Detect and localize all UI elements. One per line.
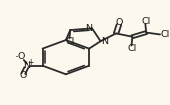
Text: Cl: Cl <box>160 30 169 39</box>
Text: ·: · <box>14 51 19 64</box>
Text: O: O <box>116 18 123 27</box>
Text: O: O <box>19 71 27 80</box>
Text: Cl: Cl <box>65 37 74 47</box>
Text: N: N <box>23 61 30 70</box>
Text: +: + <box>27 58 33 67</box>
Text: N: N <box>85 24 92 33</box>
Text: O: O <box>18 52 25 61</box>
Text: Cl: Cl <box>127 44 137 53</box>
Text: N: N <box>101 37 108 46</box>
Text: Cl: Cl <box>141 17 150 26</box>
